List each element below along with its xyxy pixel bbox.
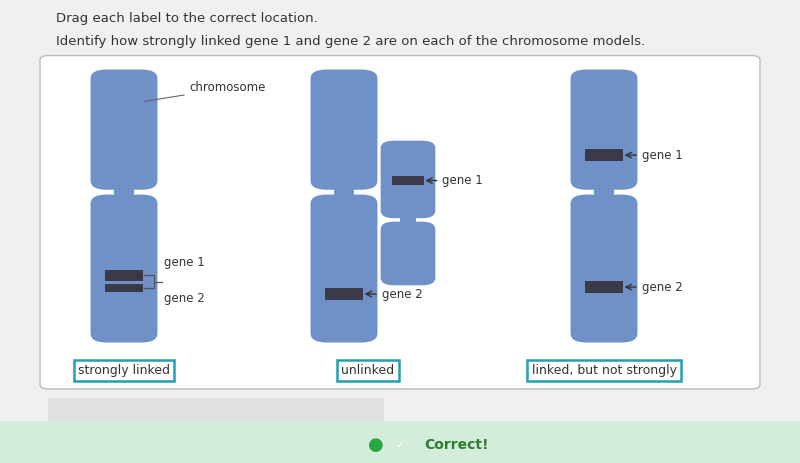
FancyBboxPatch shape bbox=[90, 194, 158, 343]
FancyBboxPatch shape bbox=[310, 194, 378, 343]
Text: chromosome: chromosome bbox=[144, 81, 266, 101]
Bar bbox=[105, 270, 143, 281]
Text: Identify how strongly linked gene 1 and gene 2 are on each of the chromosome mod: Identify how strongly linked gene 1 and … bbox=[56, 35, 645, 48]
Text: ●: ● bbox=[368, 437, 384, 454]
Bar bbox=[114, 181, 134, 204]
Text: unlinked: unlinked bbox=[342, 364, 394, 377]
FancyBboxPatch shape bbox=[570, 194, 638, 343]
FancyBboxPatch shape bbox=[310, 69, 378, 190]
FancyBboxPatch shape bbox=[570, 69, 638, 190]
Text: gene 2: gene 2 bbox=[366, 288, 422, 300]
Text: gene 1: gene 1 bbox=[426, 174, 483, 187]
Bar bbox=[48, 398, 384, 458]
FancyBboxPatch shape bbox=[381, 222, 435, 285]
Bar bbox=[585, 281, 623, 293]
Bar bbox=[585, 149, 623, 161]
Bar bbox=[105, 284, 143, 292]
Text: strongly linked: strongly linked bbox=[78, 364, 170, 377]
Bar bbox=[325, 288, 363, 300]
FancyBboxPatch shape bbox=[40, 56, 760, 389]
Bar bbox=[0, 421, 800, 463]
Text: gene 2: gene 2 bbox=[626, 281, 682, 294]
Bar bbox=[334, 181, 354, 204]
Text: ✓: ✓ bbox=[395, 440, 405, 450]
Bar bbox=[594, 181, 614, 204]
Text: gene 1: gene 1 bbox=[626, 149, 682, 162]
FancyBboxPatch shape bbox=[90, 69, 158, 190]
Bar bbox=[392, 176, 424, 185]
Text: gene 1: gene 1 bbox=[164, 256, 205, 269]
FancyBboxPatch shape bbox=[381, 141, 435, 218]
Text: Drag each label to the correct location.: Drag each label to the correct location. bbox=[56, 12, 318, 25]
Text: linked, but not strongly: linked, but not strongly bbox=[531, 364, 677, 377]
Bar bbox=[400, 211, 416, 229]
Text: Correct!: Correct! bbox=[424, 438, 489, 452]
Text: gene 2: gene 2 bbox=[164, 292, 205, 305]
